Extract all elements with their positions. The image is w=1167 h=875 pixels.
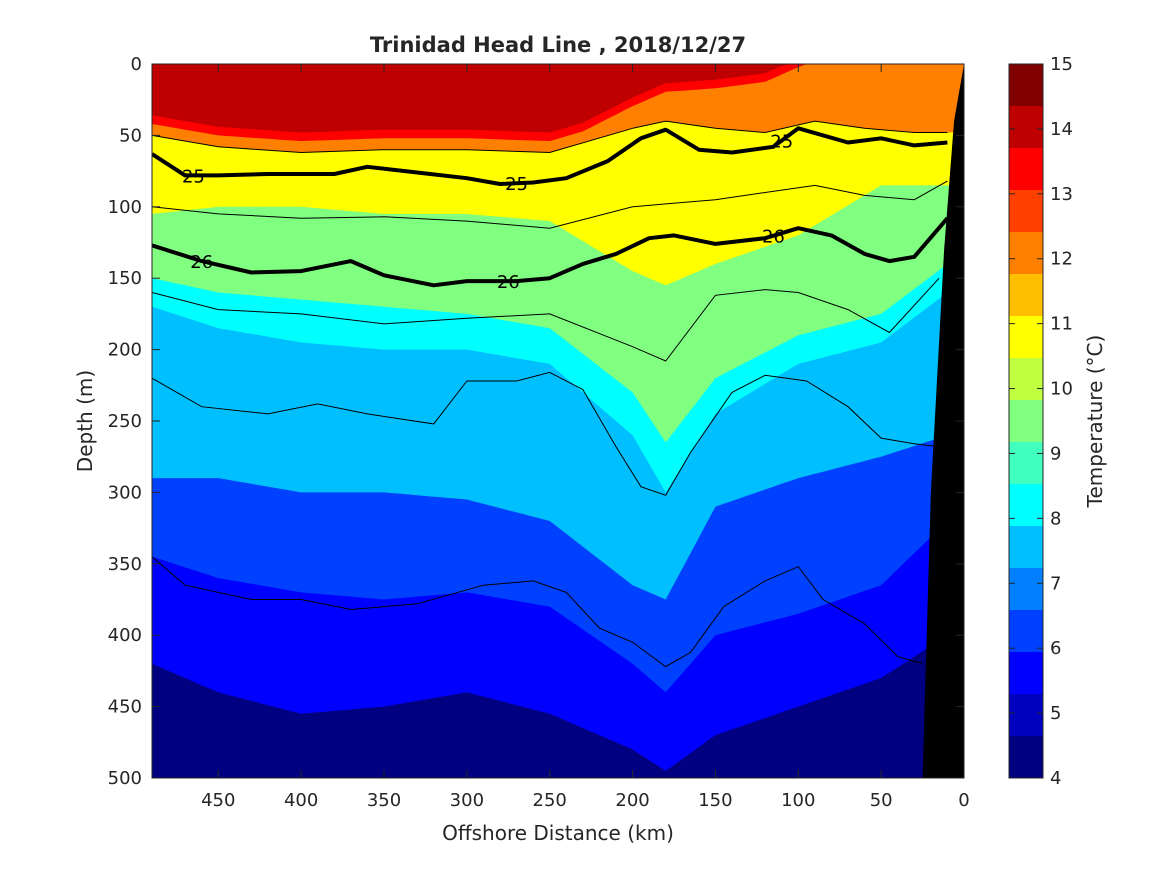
y-tick-label: 200 <box>108 340 142 361</box>
contour-line-25 <box>152 126 948 186</box>
x-tick-label: 200 <box>615 790 649 811</box>
colorbar-tick-label: 6 <box>1050 638 1061 659</box>
contour-labels: 25 25 25 26 26 26 <box>182 132 793 293</box>
colorbar-tick-label: 13 <box>1050 184 1073 205</box>
colorbar-tick-label: 9 <box>1050 443 1061 464</box>
temperature-bands <box>152 64 964 771</box>
bathymetry-wedge <box>922 64 964 778</box>
thin-contour-line <box>152 180 948 229</box>
colorbar-tick-label: 7 <box>1050 573 1061 594</box>
chart-title: Trinidad Head Line , 2018/12/27 <box>370 33 746 57</box>
x-tick-label: 400 <box>284 790 318 811</box>
contour-label-25: 25 <box>770 132 793 153</box>
x-tick-label: 250 <box>533 790 567 811</box>
y-tick-label: 400 <box>108 625 142 646</box>
y-tick-label: 150 <box>108 268 142 289</box>
plot-area <box>152 64 964 778</box>
y-tick-label: 50 <box>119 125 142 146</box>
thin-contour-line <box>152 556 923 668</box>
colorbar-tick-label: 11 <box>1050 314 1073 335</box>
x-tick-label: 100 <box>781 790 815 811</box>
x-tick-label: 300 <box>450 790 484 811</box>
colorbar-tick-label: 5 <box>1050 703 1061 724</box>
contour-line-26 <box>152 216 949 288</box>
colorbar-tick-label: 15 <box>1050 54 1073 75</box>
y-axis-label: Depth (m) <box>73 370 97 472</box>
x-axis-label: Offshore Distance (km) <box>442 821 674 845</box>
y-tick-label: 450 <box>108 697 142 718</box>
colorbar-tick-label: 10 <box>1050 379 1073 400</box>
colorbar-gradient <box>1009 64 1043 778</box>
y-tick-label: 0 <box>131 54 142 75</box>
contour-label-25: 25 <box>182 166 205 187</box>
colorbar: 4 5 6 7 8 9 10 11 12 13 14 15 Temperature (°C) <box>1008 54 1107 789</box>
y-tick-label: 500 <box>108 768 142 789</box>
colorbar-tick-label: 8 <box>1050 508 1061 529</box>
x-axis: 450 400 350 300 250 200 150 100 50 0 <box>201 64 970 811</box>
contour-label-26: 26 <box>190 252 213 273</box>
y-tick-label: 100 <box>108 197 142 218</box>
y-tick-label: 250 <box>108 411 142 432</box>
thin-contour-line <box>152 277 940 362</box>
x-tick-label: 50 <box>870 790 893 811</box>
contour-label-25: 25 <box>505 174 528 195</box>
thin-contour-line <box>152 120 948 154</box>
isopycnal-contours <box>152 120 949 668</box>
colorbar-tick-label: 4 <box>1050 768 1061 789</box>
x-tick-label: 150 <box>698 790 732 811</box>
contour-label-26: 26 <box>497 272 520 293</box>
colorbar-frame <box>1008 63 1044 779</box>
y-tick-label: 350 <box>108 554 142 575</box>
x-tick-label: 450 <box>201 790 235 811</box>
temperature-band <box>152 64 964 133</box>
colorbar-ticks: 4 5 6 7 8 9 10 11 12 13 14 15 <box>1009 54 1073 789</box>
y-tick-label: 300 <box>108 482 142 503</box>
colorbar-tick-label: 14 <box>1050 119 1073 140</box>
x-tick-label: 0 <box>958 790 969 811</box>
contour-label-26: 26 <box>762 227 785 248</box>
x-tick-label: 350 <box>367 790 401 811</box>
thin-contour-line <box>152 371 940 496</box>
colorbar-tick-label: 12 <box>1050 249 1073 270</box>
colorbar-label: Temperature (°C) <box>1083 335 1107 509</box>
y-axis: 0 50 100 150 200 250 300 350 400 450 500 <box>108 54 964 789</box>
